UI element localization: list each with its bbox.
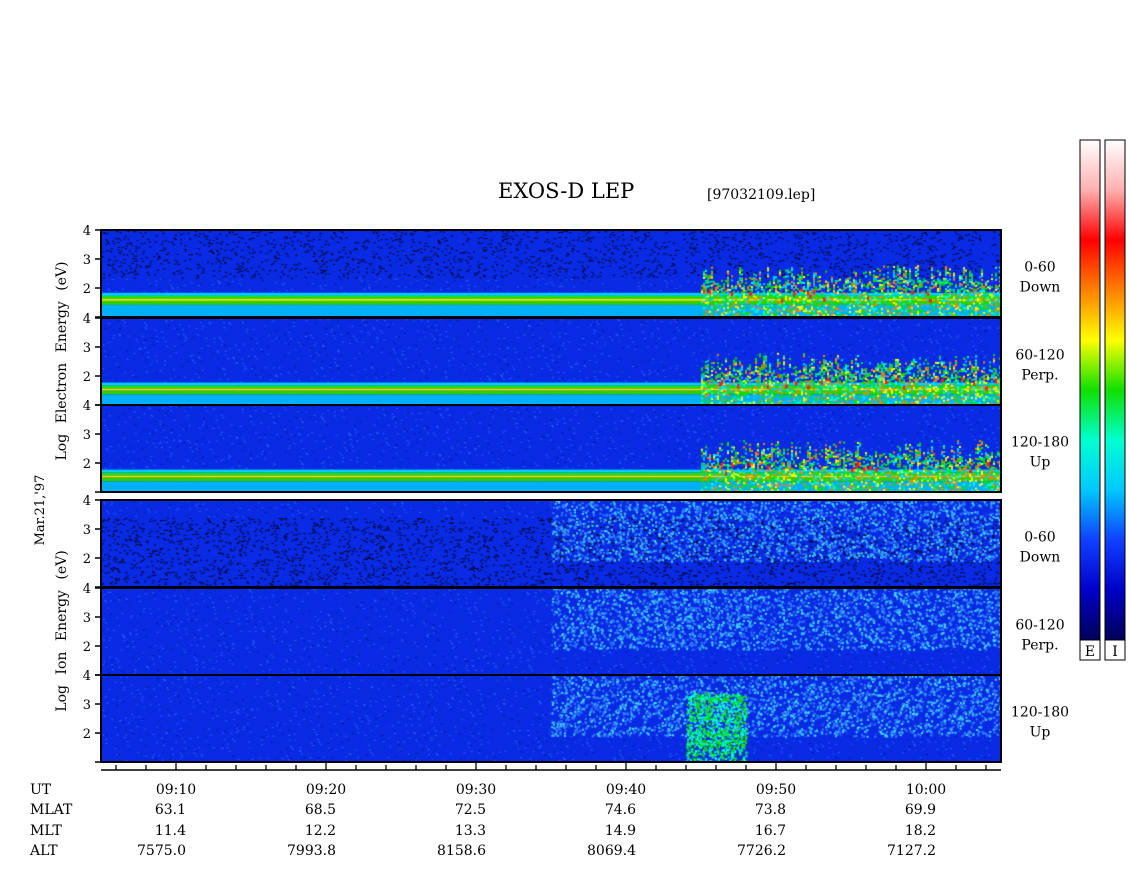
ephemeris-ut-value: 09:50 <box>756 782 796 798</box>
ephemeris-mlat-value: 74.6 <box>605 802 636 818</box>
electron-ylabel-w3: (eV) <box>54 261 70 290</box>
ytick-label-2: 2 <box>83 457 91 472</box>
ytick-label-2: 2 <box>83 282 91 297</box>
colorbar-label-box <box>1079 639 1101 661</box>
ephemeris-alt-value: 7127.2 <box>887 843 936 859</box>
panel-electron-1: 2 3 4 <box>83 312 1002 406</box>
panel-image <box>101 405 1001 492</box>
electron-ylabel-w2: Energy <box>54 301 70 352</box>
ephemeris-alt-value: 7575.0 <box>137 843 186 859</box>
time-axis <box>101 762 1001 771</box>
electron-ylabel-w1: Electron <box>54 363 70 424</box>
panel-ion-5: 2 3 4 <box>83 669 1002 763</box>
panel-image <box>101 230 1001 317</box>
ephemeris-ut-value: 09:40 <box>606 782 646 798</box>
ephemeris-mlat-value: 63.1 <box>155 802 186 818</box>
ephemeris-row-label-mlt: MLT <box>30 823 62 839</box>
ephemeris-alt-value: 7726.2 <box>737 843 786 859</box>
ytick-label-3: 3 <box>83 611 91 626</box>
spectrogram-panels: 2 3 4 2 3 4 2 3 4 2 3 4 2 3 4 2 3 4 <box>83 224 1002 763</box>
pitch-range-label: 60-120 <box>1015 618 1064 634</box>
pitch-direction-label: Down <box>1020 280 1061 296</box>
pitch-direction-label: Perp. <box>1021 638 1058 654</box>
electron-ylabel-w0: Log <box>54 434 70 461</box>
ephemeris-mlat-value: 73.8 <box>755 802 786 818</box>
panel-frame <box>100 674 1002 763</box>
ytick-label-2: 2 <box>83 727 91 742</box>
ytick-label-2: 2 <box>83 552 91 567</box>
ephemeris-ut-value: 09:10 <box>156 782 196 798</box>
panel-image <box>101 318 1001 405</box>
panel-electron-2: 2 3 4 <box>83 399 1002 493</box>
ion-ylabel-w3: (eV) <box>54 550 70 579</box>
panel-image <box>101 588 1001 675</box>
pitch-angle-labels: 0-60 Down 60-120 Perp. 120-180 Up 0-60 Down 60-1… <box>1011 260 1069 741</box>
pitch-range-label: 120-180 <box>1011 435 1069 451</box>
ephemeris-mlat-value: 68.5 <box>305 802 336 818</box>
pitch-direction-label: Up <box>1030 725 1051 741</box>
ion-ylabel: Log Ion Energy (eV) <box>54 550 70 711</box>
pitch-direction-label: Down <box>1020 550 1061 566</box>
ephemeris-mlt-value: 16.7 <box>755 823 786 839</box>
colorbar-i <box>1104 139 1126 641</box>
panel-ion-4: 2 3 4 <box>83 582 1002 676</box>
pitch-range-label: 120-180 <box>1011 705 1069 721</box>
ytick-label-3: 3 <box>83 428 91 443</box>
panel-frame <box>100 404 1002 493</box>
ephemeris-mlt-value: 18.2 <box>905 823 936 839</box>
ytick-label-3: 3 <box>83 698 91 713</box>
ephemeris-row-label-mlat: MLAT <box>30 802 73 818</box>
ytick-label-4: 4 <box>83 669 91 684</box>
file-label: [97032109.lep] <box>707 187 815 203</box>
ephemeris-row-label-ut: UT <box>30 782 52 798</box>
colorbar-e <box>1079 139 1101 641</box>
pitch-direction-label: Up <box>1030 455 1051 471</box>
panel-electron-0: 2 3 4 <box>83 224 1002 318</box>
ion-ylabel-w1: Ion <box>54 652 70 675</box>
date-label: Mar.21,'97 <box>33 475 48 546</box>
colorbar-label: E <box>1085 644 1095 660</box>
ephemeris-ut-value: 09:30 <box>456 782 496 798</box>
ephemeris-table: UT MLAT MLT ALT 09:10 63.1 11.4 7575.0 09:20 68.5… <box>29 782 946 859</box>
ytick-label-4: 4 <box>83 399 91 414</box>
ephemeris-mlat-value: 69.9 <box>905 802 936 818</box>
ytick-label-4: 4 <box>83 224 91 239</box>
colorbar-label-box <box>1104 639 1126 661</box>
pitch-range-label: 0-60 <box>1024 530 1055 546</box>
pitch-direction-label: Perp. <box>1021 368 1058 384</box>
ephemeris-alt-value: 8158.6 <box>437 843 486 859</box>
panel-image <box>101 675 1001 762</box>
ytick-label-4: 4 <box>83 312 91 327</box>
ephemeris-row-label-alt: ALT <box>29 843 58 859</box>
ephemeris-mlt-value: 14.9 <box>605 823 636 839</box>
ephemeris-mlt-value: 11.4 <box>155 823 186 839</box>
colorbar-label: I <box>1112 644 1118 660</box>
pitch-range-label: 60-120 <box>1015 348 1064 364</box>
electron-ylabel: Log Electron Energy (eV) <box>54 261 70 460</box>
ytick-label-3: 3 <box>83 523 91 538</box>
figure-title: EXOS-D LEP <box>498 179 634 203</box>
ephemeris-mlat-value: 72.5 <box>455 802 486 818</box>
ion-ylabel-w0: Log <box>54 685 70 712</box>
ytick-label-2: 2 <box>83 370 91 385</box>
ytick-label-4: 4 <box>83 494 91 509</box>
ytick-label-3: 3 <box>83 253 91 268</box>
ephemeris-ut-value: 09:20 <box>306 782 346 798</box>
pitch-range-label: 0-60 <box>1024 260 1055 276</box>
ephemeris-alt-value: 7993.8 <box>287 843 336 859</box>
ephemeris-mlt-value: 12.2 <box>305 823 336 839</box>
ytick-label-4: 4 <box>83 582 91 597</box>
panel-image <box>101 500 1001 587</box>
ephemeris-ut-value: 10:00 <box>906 782 946 798</box>
ephemeris-mlt-value: 13.3 <box>455 823 486 839</box>
ytick-label-3: 3 <box>83 341 91 356</box>
ytick-label-2: 2 <box>83 640 91 655</box>
ion-ylabel-w2: Energy <box>54 590 70 641</box>
ephemeris-alt-value: 8069.4 <box>587 843 636 859</box>
panel-ion-3: 2 3 4 <box>83 494 1002 588</box>
